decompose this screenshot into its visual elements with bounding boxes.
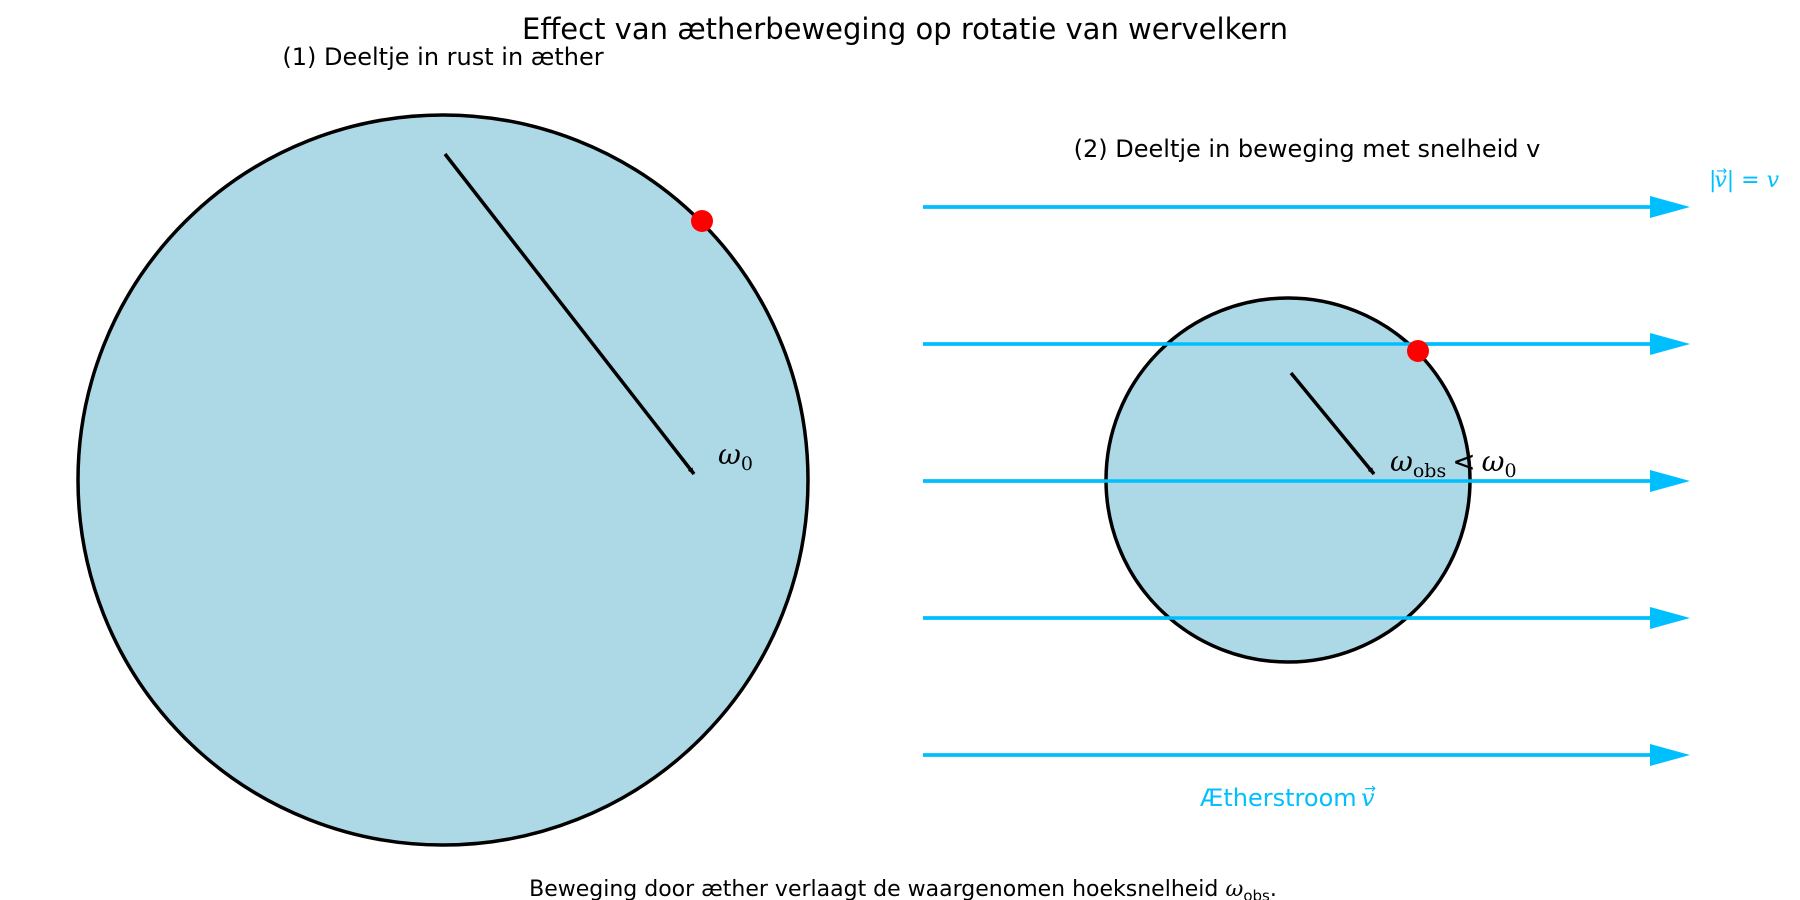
omega-zero-subscript: 0 bbox=[741, 453, 753, 475]
omega-ref-subscript: 0 bbox=[1505, 460, 1517, 482]
speed-label: |→v| = v bbox=[1709, 164, 1780, 193]
moving-marker-dot bbox=[1407, 340, 1429, 362]
omega-ref-symbol: ω bbox=[1482, 445, 1505, 478]
stream-label-symbol: v bbox=[1361, 784, 1375, 812]
rest-vortex-disk bbox=[76, 113, 810, 847]
omega-zero-symbol: ω bbox=[718, 438, 741, 471]
figure-title: Effect van ætherbeweging op rotatie van … bbox=[522, 12, 1288, 46]
caption-suffix: . bbox=[1270, 877, 1277, 900]
stream-label: Ætherstroom →v bbox=[1200, 781, 1376, 812]
omega-zero-label: ω0 bbox=[718, 438, 753, 475]
omega-obs-subscript: obs bbox=[1413, 460, 1446, 482]
caption-subscript: obs bbox=[1243, 887, 1270, 900]
moving-rotation-arrow bbox=[1289, 371, 1376, 476]
omega-obs-symbol: ω bbox=[1390, 445, 1413, 478]
stream-label-vec-arrow: → bbox=[1364, 781, 1376, 797]
rest-rotation-arrow bbox=[443, 152, 696, 476]
panel-rest-title: (1) Deeltje in rust in æther bbox=[282, 43, 603, 71]
stream-arrowhead bbox=[1650, 744, 1690, 766]
caption-symbol: ω bbox=[1225, 877, 1243, 900]
stream-label-text: Ætherstroom bbox=[1200, 784, 1364, 812]
caption-text: Beweging door æther verlaagt de waargeno… bbox=[529, 877, 1225, 900]
speed-label-vec-arrow: → bbox=[1716, 164, 1727, 179]
figure-caption: Beweging door æther verlaagt de waargeno… bbox=[529, 877, 1277, 900]
speed-label-bar-open: | bbox=[1709, 168, 1716, 193]
panel-moving-title: (2) Deeltje in beweging met snelheid v bbox=[1074, 135, 1541, 163]
speed-label-value: v bbox=[1767, 168, 1780, 193]
panel-moving: (2) Deeltje in beweging met snelheid v ω… bbox=[923, 135, 1780, 812]
speed-label-equals: | = bbox=[1727, 168, 1767, 193]
aether-stream-overlay bbox=[923, 205, 1652, 757]
relation-sign: < bbox=[1452, 445, 1475, 478]
stream-arrowhead bbox=[1650, 333, 1690, 355]
stream-arrowhead bbox=[1650, 607, 1690, 629]
panel-rest: (1) Deeltje in rust in æther ω0 bbox=[76, 43, 810, 847]
stream-arrowhead bbox=[1650, 196, 1690, 218]
speed-label-symbol: v bbox=[1714, 168, 1727, 193]
omega-obs-relation-label: ωobs < ω0 bbox=[1390, 445, 1517, 482]
rest-marker-dot bbox=[691, 210, 713, 232]
stream-arrowhead bbox=[1650, 470, 1690, 492]
